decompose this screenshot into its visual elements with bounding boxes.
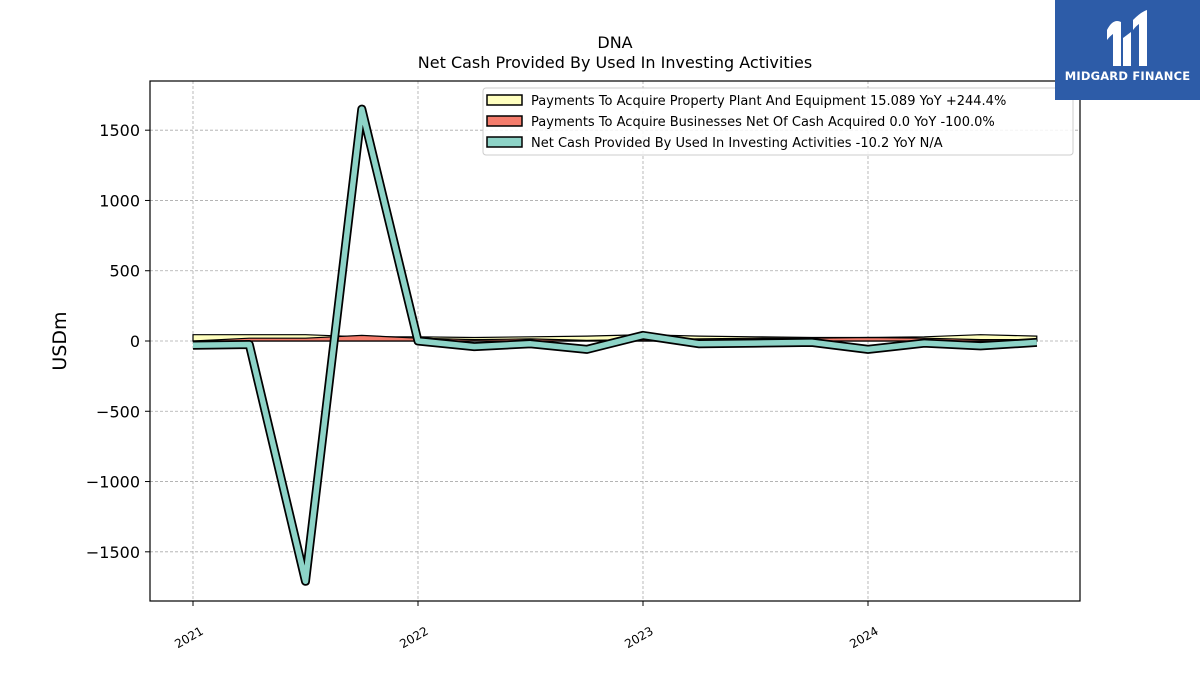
y-axis: 1500 1000 500 0 −500 −1000 −1500 — [86, 121, 150, 562]
legend-label: Payments To Acquire Property Plant And E… — [531, 94, 1006, 109]
chart-title: DNA — [597, 33, 632, 52]
x-tick-label: 2022 — [397, 624, 430, 651]
legend: Payments To Acquire Property Plant And E… — [482, 87, 1074, 156]
y-tick-label: −1500 — [86, 543, 140, 562]
y-tick-label: 0 — [130, 332, 140, 351]
series-line — [192, 106, 1037, 585]
x-tick-label: 2021 — [172, 624, 205, 651]
legend-swatch — [486, 94, 523, 106]
chart-subtitle: Net Cash Provided By Used In Investing A… — [418, 53, 812, 72]
legend-label: Net Cash Provided By Used In Investing A… — [531, 136, 943, 151]
y-axis-label: USDm — [49, 311, 71, 370]
y-tick-label: 1000 — [99, 191, 140, 210]
y-tick-label: 500 — [109, 262, 140, 281]
y-tick-label: −1000 — [86, 473, 140, 492]
x-tick-label: 2023 — [622, 624, 655, 651]
legend-swatch — [486, 115, 523, 127]
legend-label: Payments To Acquire Businesses Net Of Ca… — [531, 115, 995, 130]
x-axis: 2021 2022 2023 2024 — [172, 601, 881, 651]
legend-box — [482, 87, 1074, 156]
series-lines — [192, 104, 1038, 586]
midgard-logo-icon — [1107, 10, 1147, 66]
brand-logo: MIDGARD FINANCE — [1055, 0, 1200, 100]
brand-logo-text: MIDGARD FINANCE — [1064, 69, 1191, 83]
x-tick-label: 2024 — [847, 624, 880, 651]
y-tick-label: −500 — [96, 402, 140, 421]
legend-swatch — [486, 136, 523, 148]
y-tick-label: 1500 — [99, 121, 140, 140]
